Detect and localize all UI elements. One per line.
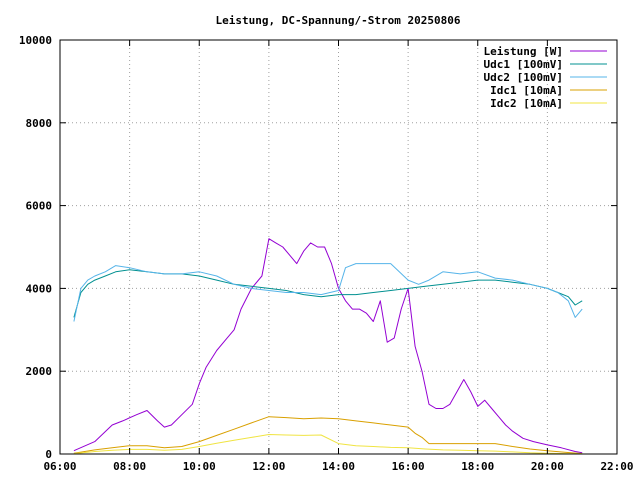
y-tick-label: 4000 (26, 282, 53, 295)
x-tick-label: 18:00 (461, 460, 494, 473)
legend-label: Udc2 [100mV] (484, 71, 563, 84)
grid (60, 40, 617, 454)
x-tick-label: 22:00 (600, 460, 633, 473)
x-tick-label: 10:00 (183, 460, 216, 473)
legend-label: Udc1 [100mV] (484, 58, 563, 71)
x-tick-label: 16:00 (392, 460, 425, 473)
y-tick-label: 0 (45, 448, 52, 461)
series-line-4 (73, 434, 583, 455)
series-line-0 (73, 238, 583, 454)
legend: Leistung [W]Udc1 [100mV]Udc2 [100mV]Idc1… (484, 45, 607, 110)
y-tick-label: 2000 (26, 365, 53, 378)
x-tick-label: 12:00 (252, 460, 285, 473)
chart-title: Leistung, DC-Spannung/-Strom 20250806 (215, 14, 460, 27)
x-tick-label: 20:00 (531, 460, 564, 473)
x-tick-label: 06:00 (43, 460, 76, 473)
series-line-3 (73, 416, 583, 455)
y-tick-label: 6000 (26, 200, 53, 213)
x-tick-label: 14:00 (322, 460, 355, 473)
series-line-2 (73, 263, 583, 322)
x-tick-label: 08:00 (113, 460, 146, 473)
axes: 0 2000 4000 6000 8000 10000 06:00 08:00 10:00 12:… (19, 34, 634, 473)
legend-label: Leistung [W] (484, 45, 563, 58)
legend-label: Idc1 [10mA] (490, 84, 563, 97)
legend-label: Idc2 [10mA] (490, 97, 563, 110)
series-line-1 (73, 269, 583, 318)
y-tick-label: 8000 (26, 117, 53, 130)
series-lines (73, 238, 583, 455)
y-tick-label: 10000 (19, 34, 52, 47)
